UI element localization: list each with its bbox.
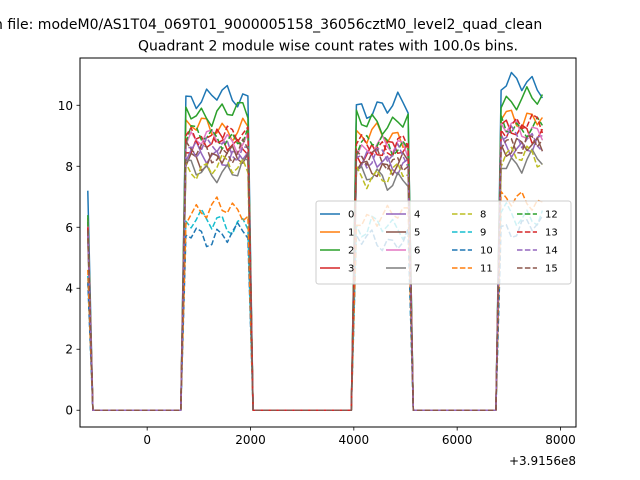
x-tick-label: 2000 [235,433,266,447]
legend-label-0: 0 [348,210,354,221]
y-tick-label: 0 [65,404,73,418]
legend-label-10: 10 [480,246,493,257]
legend-label-4: 4 [414,210,420,221]
y-tick-label: 8 [65,160,73,174]
legend-label-1: 1 [348,228,354,239]
legend-label-9: 9 [480,228,486,239]
legend-label-15: 15 [545,264,558,275]
chart-title: Quadrant 2 module wise count rates with … [138,39,518,55]
y-tick-label: 10 [58,99,73,113]
legend-label-5: 5 [414,228,420,239]
x-tick-label: 4000 [339,433,370,447]
legend-label-6: 6 [414,246,420,257]
legend-label-13: 13 [545,228,558,239]
y-tick-label: 4 [65,282,73,296]
x-tick-label: 8000 [545,433,576,447]
y-axis: 0 2 4 6 8 10 [58,99,80,418]
y-tick-label: 6 [65,221,73,235]
x-tick-label: 6000 [442,433,473,447]
legend-label-3: 3 [348,264,354,275]
plot-lines [87,71,544,411]
legend-label-14: 14 [545,246,558,257]
legend-frame [315,200,572,285]
figure-suptitle: n file: modeM0/AS1T04_069T01_9000005158_… [0,17,542,33]
x-offset-label: +3.9156e8 [509,454,576,468]
y-tick-label: 2 [65,343,73,357]
x-axis: 0 2000 4000 6000 8000 [143,427,576,447]
legend-label-12: 12 [545,210,558,221]
plot-frame [79,57,577,428]
series-line-15 [87,135,543,411]
x-tick-label: 0 [143,433,151,447]
legend-label-8: 8 [480,210,486,221]
legend-label-7: 7 [414,264,420,275]
legend-label-2: 2 [348,246,354,257]
legend-label-11: 11 [480,264,493,275]
